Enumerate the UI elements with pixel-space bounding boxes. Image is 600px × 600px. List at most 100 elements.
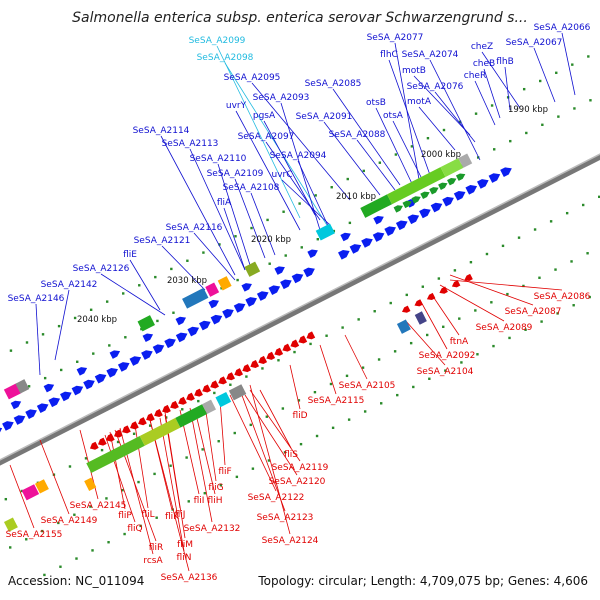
gene-label: SeSA_A2077: [367, 33, 424, 43]
track-tick: [490, 301, 493, 304]
leader-line: [244, 394, 298, 476]
gene-label: SeSA_A2095: [224, 73, 281, 83]
leader-line: [239, 389, 286, 512]
track-tick: [588, 295, 591, 299]
forward-gene: [407, 214, 420, 225]
track-tick: [396, 393, 399, 397]
track-tick: [229, 383, 232, 386]
track-tick: [203, 491, 206, 495]
track-tick: [330, 186, 333, 189]
track-tick: [122, 292, 125, 295]
track-tick: [517, 236, 521, 239]
forward-gene: [477, 179, 489, 189]
reverse-gene: [401, 305, 411, 313]
gene-label: cheZ: [471, 42, 493, 52]
forward-gene: [164, 338, 176, 349]
track-tick: [573, 107, 576, 110]
gene-label: SeSA_A2066: [534, 23, 591, 33]
track-tick: [373, 310, 376, 313]
reverse-gene: [89, 441, 99, 450]
forward-gene: [106, 368, 118, 378]
track-tick: [121, 489, 124, 492]
forward-gene: [10, 400, 22, 410]
forward-gene: [43, 383, 55, 393]
gene-label: SeSA_A2124: [262, 536, 319, 546]
forward-gene-green: [455, 173, 466, 181]
track-tick: [405, 293, 408, 297]
track-tick: [460, 361, 463, 364]
track-tick: [410, 145, 414, 148]
leader-line: [189, 148, 246, 271]
kbp-label: 2020 kbp: [251, 235, 291, 245]
gene-label: SeSA_A2121: [134, 236, 191, 246]
track-tick: [299, 442, 303, 446]
leader-line: [223, 207, 246, 271]
reverse-feature: [21, 484, 40, 501]
leader-line: [100, 273, 166, 316]
gene-label: fliN: [177, 553, 192, 563]
leader-line: [356, 139, 396, 191]
forward-gene: [256, 291, 269, 301]
track-tick: [555, 71, 558, 75]
forward-gene: [307, 249, 318, 259]
gene-label: fliL: [141, 510, 154, 520]
forward-gene: [500, 167, 512, 177]
track-tick: [57, 521, 60, 525]
forward-gene: [465, 185, 478, 195]
gene-label: SeSA_A2067: [506, 38, 563, 48]
forward-gene-green: [411, 196, 421, 204]
gene-label: fliS: [284, 450, 298, 460]
track-tick: [533, 228, 537, 231]
forward-gene: [361, 238, 373, 248]
leader-line: [160, 135, 236, 276]
gene-label: motA: [407, 97, 432, 107]
leader-line: [332, 88, 401, 186]
reverse-feature: [139, 417, 181, 446]
reverse-gene: [138, 417, 147, 426]
track-tick: [277, 359, 280, 362]
gene-label: fliE: [123, 250, 137, 260]
forward-feature: [182, 287, 209, 309]
track-tick: [332, 229, 336, 233]
track-tick: [572, 304, 575, 307]
track-tick: [539, 79, 542, 83]
track-tick: [76, 360, 79, 363]
reverse-feature: [414, 311, 427, 325]
leader-line: [297, 160, 331, 231]
gene-label: SeSA_A2126: [73, 264, 130, 274]
track-tick: [138, 284, 141, 287]
gene-label: fliD: [292, 411, 307, 421]
forward-feature: [15, 379, 30, 394]
leader-line: [259, 389, 292, 449]
forward-gene: [199, 320, 211, 331]
forward-feature: [205, 282, 220, 297]
track-tick: [140, 327, 143, 331]
track-tick: [380, 402, 383, 405]
gene-label: SeSA_A2098: [197, 53, 254, 63]
leader-line: [474, 80, 496, 126]
track-tick: [361, 366, 365, 369]
track-tick: [453, 269, 457, 272]
track-tick: [123, 532, 126, 536]
forward-gene: [280, 279, 292, 290]
reverse-gene: [162, 404, 171, 413]
reverse-gene: [114, 429, 123, 438]
track-tick: [509, 139, 512, 143]
forward-gene: [303, 267, 315, 278]
track-tick: [251, 467, 255, 470]
track-tick: [219, 483, 223, 487]
forward-gene: [25, 409, 37, 419]
gene-label: fliK: [165, 512, 180, 522]
gene-label: SeSA_A2094: [270, 151, 327, 161]
gene-label: fliA: [217, 198, 232, 208]
gene-label: rcsA: [143, 556, 163, 566]
leader-line: [216, 45, 301, 219]
track-tick: [485, 252, 489, 256]
track-tick: [4, 497, 8, 501]
leader-line: [249, 384, 291, 535]
track-tick: [155, 516, 158, 519]
forward-gene: [274, 266, 285, 275]
forward-gene: [2, 421, 14, 431]
forward-gene: [76, 367, 88, 376]
